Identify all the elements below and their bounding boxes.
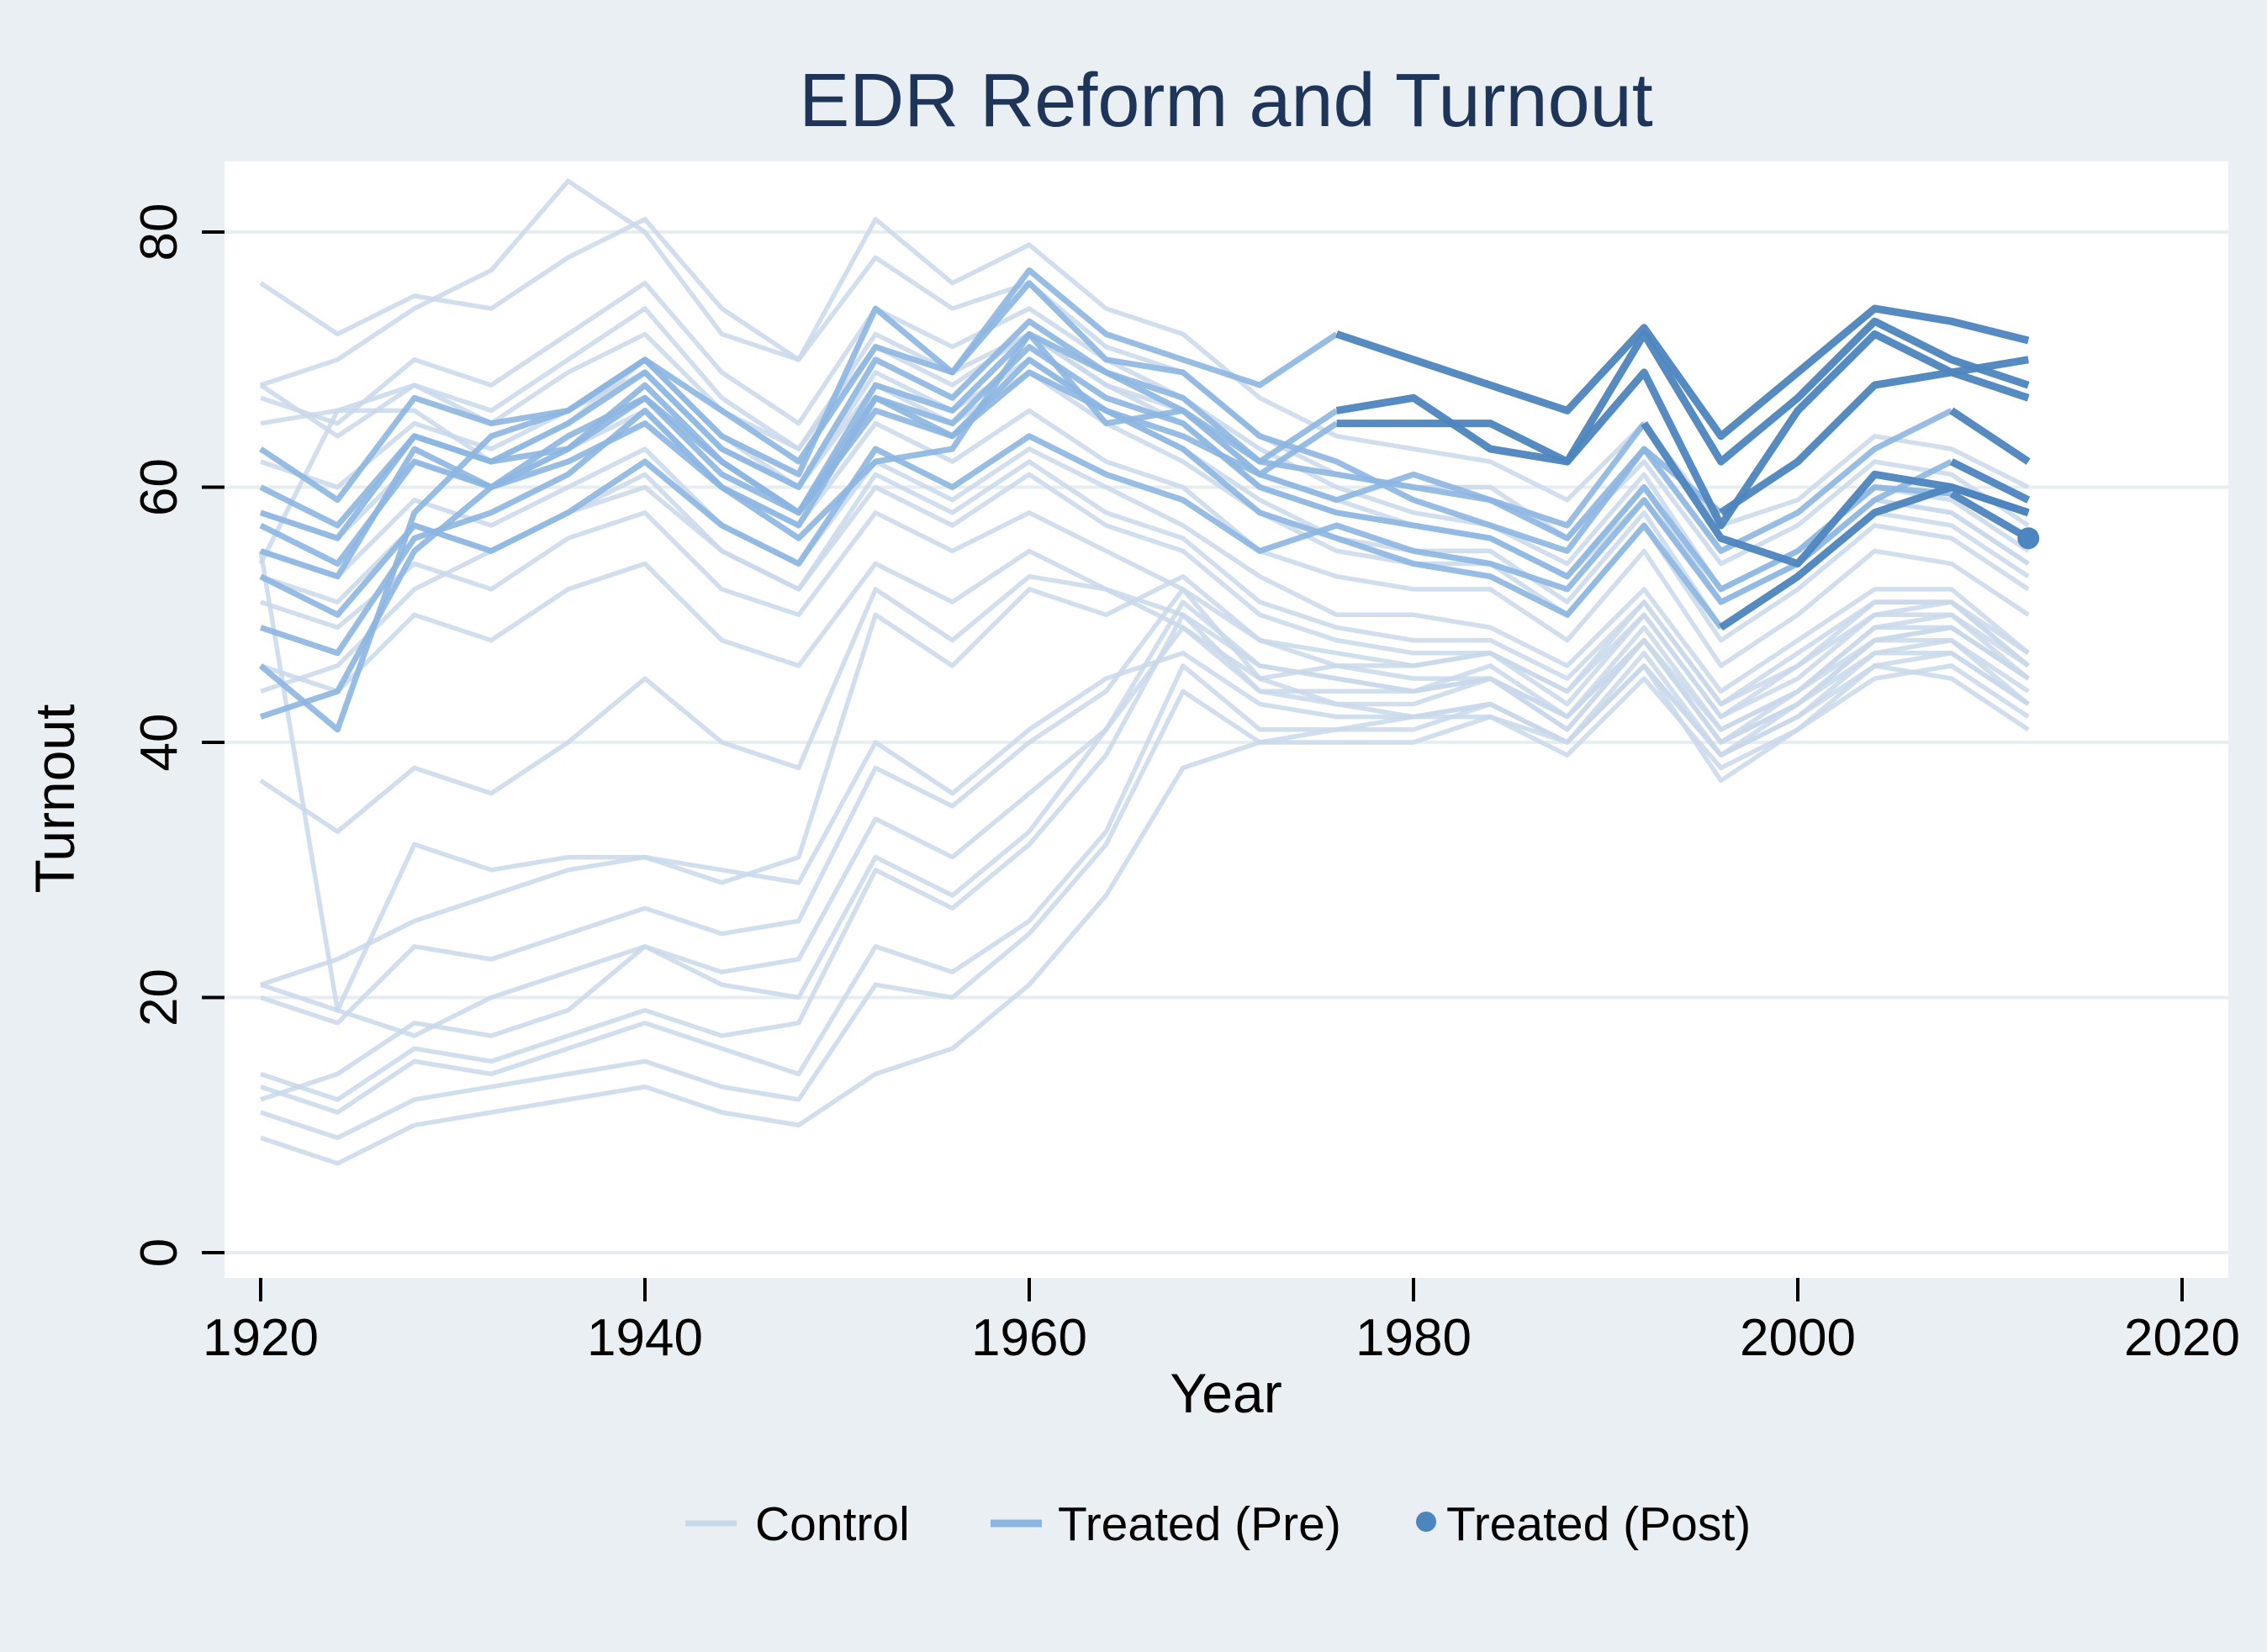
treated-post-line (1336, 317, 2030, 466)
treated-post-line (1719, 368, 2030, 516)
control-line (260, 663, 2030, 1141)
chart-title: EDR Reform and Turnout (799, 59, 1652, 143)
treated-post-line (1949, 458, 2031, 504)
x-axis-title: Year (1170, 1362, 1281, 1424)
control-line (260, 599, 2030, 1102)
control-line (260, 548, 2030, 784)
treated-post-line (1949, 490, 2031, 542)
legend: Control Treated (Pre) Treated (Post) (685, 1497, 1751, 1551)
x-tick-label: 1920 (203, 1309, 319, 1367)
x-tick-label: 1960 (971, 1309, 1087, 1367)
treated-post-end-dot (2017, 527, 2040, 550)
x-tick-label: 1980 (1355, 1309, 1472, 1367)
treated-post-line (1949, 407, 2031, 465)
treated-post-line (1335, 304, 2030, 441)
treated-pre-line (259, 318, 1953, 554)
treated-pre-line (259, 280, 1723, 554)
treated-pre-line (259, 433, 1953, 618)
control-line (260, 178, 2030, 528)
y-tick-label: 0 (130, 1238, 188, 1267)
x-tick-label: 2000 (1740, 1309, 1856, 1367)
control-line (258, 550, 2030, 1038)
treated-pre-line (258, 267, 1339, 733)
treated-post-line (1719, 483, 2030, 631)
treated-pre-line (259, 344, 1953, 593)
plot-group: 0 20 40 60 80 1920 1940 1960 1980 2000 2020 (130, 161, 2240, 1367)
y-tick-label: 40 (130, 714, 188, 772)
legend-treated-post-swatch-dot (1416, 1512, 1436, 1532)
y-axis-title: Turnout (24, 704, 86, 893)
x-tick-label: 2020 (2124, 1309, 2240, 1367)
legend-control-label: Control (755, 1497, 910, 1551)
control-line (260, 637, 2030, 1166)
legend-treated-post-label: Treated (Post) (1446, 1497, 1751, 1551)
x-tick-label: 1940 (587, 1309, 703, 1367)
treated-pre-line (259, 369, 1724, 657)
control-line (260, 446, 2030, 694)
y-tick-label: 80 (130, 203, 188, 261)
legend-treated-pre-label: Treated (Pre) (1058, 1497, 1341, 1551)
control-line (260, 587, 2030, 1026)
y-tick-label: 60 (130, 458, 188, 516)
y-tick-label: 20 (130, 969, 188, 1027)
control-line (259, 217, 2030, 567)
